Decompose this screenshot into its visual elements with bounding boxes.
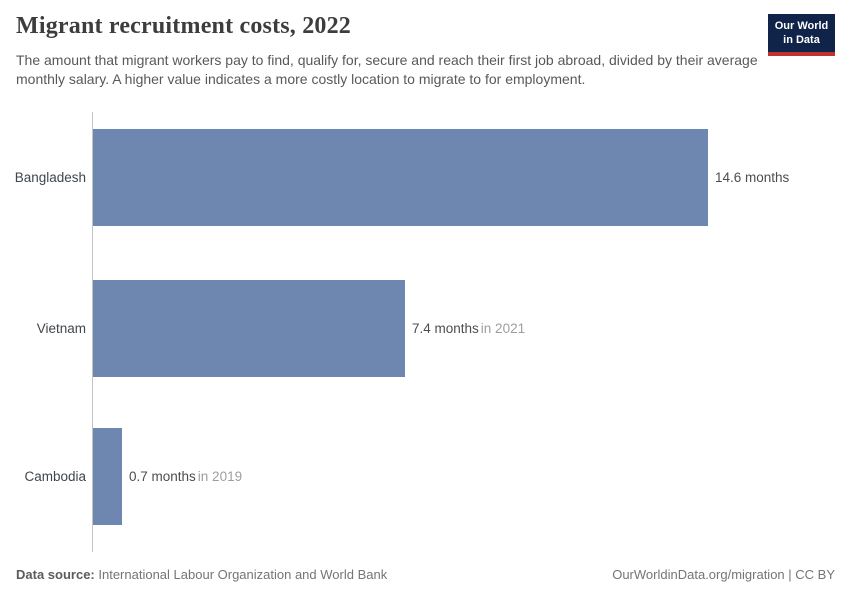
data-source-note: Data source: International Labour Organi… — [16, 567, 387, 582]
chart-subtitle: The amount that migrant workers pay to f… — [16, 52, 758, 88]
category-label-bangladesh: Bangladesh — [14, 170, 86, 185]
value-text: 7.4 months — [412, 321, 479, 336]
bar-vietnam — [93, 280, 405, 377]
chart-footer: Data source: International Labour Organi… — [16, 567, 835, 582]
value-label-bangladesh: 14.6 months — [715, 129, 789, 226]
y-axis-line — [92, 112, 93, 552]
bar-bangladesh — [93, 129, 708, 226]
category-label-vietnam: Vietnam — [36, 321, 86, 336]
value-label-cambodia: 0.7 months in 2019 — [129, 428, 242, 525]
value-text: 0.7 months — [129, 469, 196, 484]
value-text: 14.6 months — [715, 170, 790, 185]
data-source-label: Data source: — [16, 567, 95, 582]
category-label-cambodia: Cambodia — [24, 469, 86, 484]
owid-url-license: OurWorldinData.org/migration | CC BY — [612, 567, 835, 582]
value-label-vietnam: 7.4 months in 2021 — [412, 280, 525, 377]
year-note: in 2019 — [197, 469, 243, 484]
owid-logo: Our World in Data — [768, 14, 835, 56]
logo-line1: Our World — [774, 20, 829, 32]
data-source-text: International Labour Organization and Wo… — [98, 567, 388, 582]
logo-line2: in Data — [783, 34, 820, 47]
page-title: Migrant recruitment costs, 2022 — [16, 13, 352, 39]
year-note: in 2021 — [480, 321, 526, 336]
bar-cambodia — [93, 428, 122, 525]
